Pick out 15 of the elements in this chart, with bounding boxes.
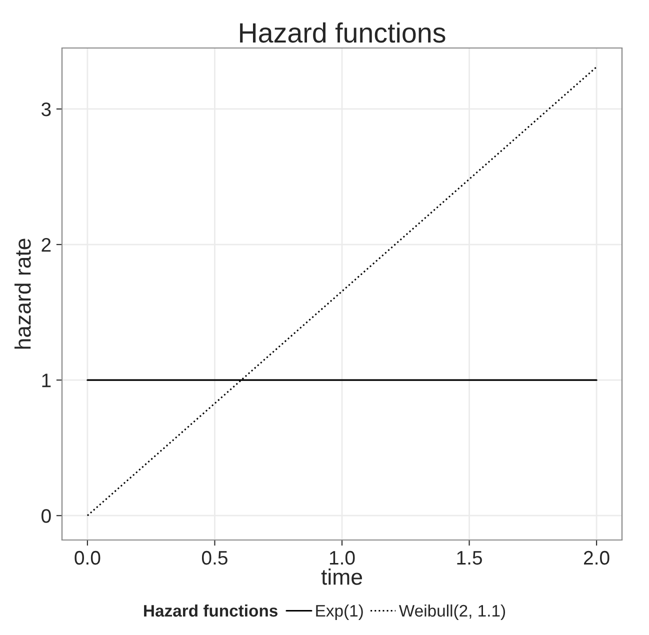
x-tick-label: 2.0 [584,550,610,565]
legend-label: Exp(1) [316,604,363,620]
y-tick-label: 2 [42,238,51,252]
chart-title: Hazard functions [240,22,446,43]
x-tick-label: 0.5 [202,550,228,565]
x-tick-label: 1.5 [457,551,482,565]
x-axis-title: time [321,568,362,585]
x-tick-label: 0.0 [74,550,100,565]
y-axis-title: hazard rate [14,238,31,349]
y-tick-label: 3 [42,102,51,116]
x-tick-label: 1.0 [330,550,355,565]
legend-label: Weibull(2, 1.1) [398,604,506,620]
y-tick-label: 0 [42,509,51,523]
legend-title: Hazard functions [144,604,278,617]
y-tick-label: 1 [42,374,51,388]
